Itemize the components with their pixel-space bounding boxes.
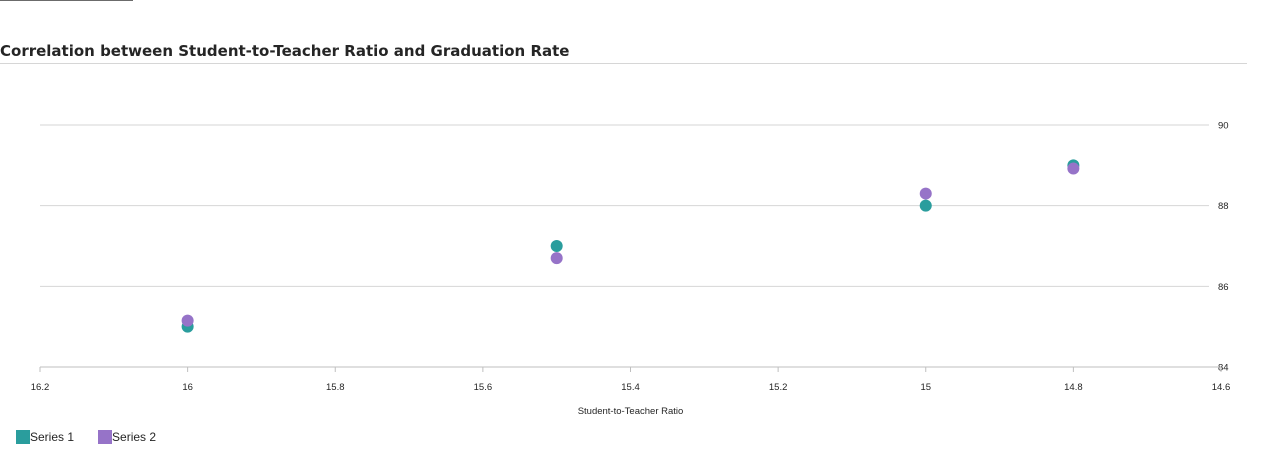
legend-item-series-1[interactable]: Series 1 bbox=[16, 430, 74, 444]
x-tick-label-16: 16 bbox=[182, 382, 193, 393]
chart-title: Correlation between Student-to-Teacher R… bbox=[0, 42, 570, 60]
x-tick-label-14.6: 14.6 bbox=[1212, 382, 1231, 393]
legend-swatch-series-2 bbox=[98, 430, 113, 444]
title-divider bbox=[0, 63, 1247, 64]
data-point-series-2-4 bbox=[1067, 162, 1080, 175]
legend-label-series-1: Series 1 bbox=[30, 430, 75, 444]
x-tick-label-15.8: 15.8 bbox=[326, 382, 345, 393]
legend-label-series-2: Series 2 bbox=[112, 430, 157, 444]
data-point-series-1-2 bbox=[550, 240, 563, 252]
y-tick-label-84: 84 bbox=[1218, 363, 1229, 374]
legend-swatch-series-1 bbox=[16, 430, 30, 444]
data-point-series-2-3 bbox=[919, 187, 932, 200]
x-axis-title: Student-to-Teacher Ratio bbox=[578, 406, 684, 417]
x-tick-label-14.8: 14.8 bbox=[1064, 382, 1083, 393]
x-tick-label-15.4: 15.4 bbox=[621, 382, 640, 393]
x-tick-label-15.2: 15.2 bbox=[769, 382, 788, 393]
y-tick-label-86: 86 bbox=[1218, 282, 1229, 293]
data-point-series-2-1 bbox=[181, 314, 194, 327]
legend-item-series-2[interactable]: Series 2 bbox=[98, 430, 156, 444]
top-divider-line bbox=[0, 0, 133, 1]
x-tick-label-15: 15 bbox=[920, 382, 931, 393]
x-tick-label-16.2: 16.2 bbox=[31, 382, 50, 393]
legend: Series 1 Series 2 bbox=[16, 430, 180, 444]
y-tick-label-90: 90 bbox=[1218, 121, 1229, 132]
data-point-series-1-3 bbox=[919, 199, 932, 212]
y-tick-label-88: 88 bbox=[1218, 201, 1229, 212]
data-point-series-2-2 bbox=[550, 252, 563, 265]
x-tick-label-15.6: 15.6 bbox=[474, 382, 493, 393]
